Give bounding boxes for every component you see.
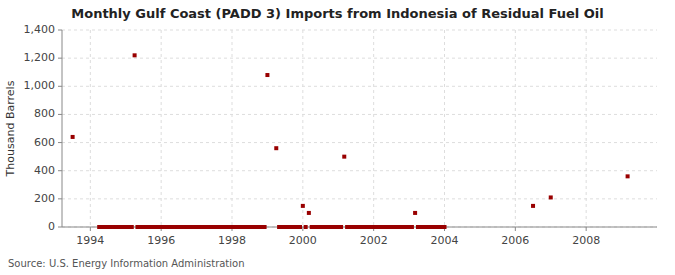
grid-line — [515, 30, 516, 227]
tick-mark — [58, 114, 62, 115]
tick-mark — [90, 227, 91, 231]
grid-line — [302, 30, 303, 227]
tick-mark — [515, 227, 516, 231]
point — [298, 225, 302, 229]
point — [265, 73, 269, 77]
axes: 0 200 400 600 800 1,000 1,200 1,400 1994 1996 1998… — [24, 23, 658, 247]
tick-mark — [58, 30, 62, 31]
tick-mark — [58, 58, 62, 59]
point — [339, 225, 343, 229]
point — [626, 174, 630, 178]
page: {"chart_data": { "type": "scatter", "tit… — [0, 0, 675, 275]
y-axis-line — [62, 30, 63, 227]
grid-line — [62, 198, 657, 199]
y-tick-label: 400 — [34, 164, 55, 177]
tick-mark — [302, 227, 303, 231]
grid-line — [373, 30, 374, 227]
y-tick-label: 600 — [34, 136, 55, 149]
x-tick-label: 2004 — [431, 234, 459, 247]
x-tick-label: 2002 — [360, 234, 388, 247]
grid-line — [161, 30, 162, 227]
grid-line — [62, 170, 657, 171]
point — [549, 195, 553, 199]
grid-line — [586, 30, 587, 227]
point — [274, 146, 278, 150]
title: Monthly Gulf Coast (PADD 3) Imports from… — [71, 6, 603, 21]
y-tick-label: 0 — [48, 220, 55, 233]
source-note: Source: U.S. Energy Information Administ… — [8, 258, 245, 269]
grid-line — [444, 30, 445, 227]
tick-mark — [58, 198, 62, 199]
point — [133, 53, 137, 57]
point — [263, 225, 267, 229]
tick-mark — [58, 227, 62, 228]
point — [307, 211, 311, 215]
y-axis-label: Thousand Barrels — [4, 80, 17, 177]
x-tick-label: 1994 — [76, 234, 104, 247]
grid-line — [62, 58, 657, 59]
x-tick-label: 2008 — [572, 234, 600, 247]
y-tick-label: 200 — [34, 192, 55, 205]
grid-line — [62, 86, 657, 87]
tick-mark — [586, 227, 587, 231]
point — [531, 204, 535, 208]
point — [71, 135, 75, 139]
x-tick-label: 2000 — [289, 234, 317, 247]
x-tick-label: 1996 — [147, 234, 175, 247]
point — [304, 225, 308, 229]
point — [301, 204, 305, 208]
y-tick-label: 800 — [34, 107, 55, 120]
grid-line — [62, 142, 657, 143]
x-tick-label: 1998 — [218, 234, 246, 247]
x-tick-label: 2006 — [501, 234, 529, 247]
grid-line — [62, 114, 657, 115]
grid-line — [90, 30, 91, 227]
y-tick-label: 1,000 — [24, 79, 56, 92]
point — [342, 155, 346, 159]
point — [130, 225, 134, 229]
y-tick-label: 1,200 — [24, 51, 56, 64]
point — [410, 225, 414, 229]
y-tick-label: 1,400 — [24, 23, 56, 36]
chart: 0 200 400 600 800 1,000 1,200 1,400 1994 1996 1998… — [0, 0, 675, 275]
tick-mark — [58, 86, 62, 87]
grid-line — [232, 30, 233, 227]
points — [71, 53, 630, 229]
point — [443, 225, 447, 229]
tick-mark — [58, 142, 62, 143]
grid — [62, 30, 657, 227]
point — [413, 211, 417, 215]
tick-mark — [58, 170, 62, 171]
grid-line — [62, 30, 657, 31]
